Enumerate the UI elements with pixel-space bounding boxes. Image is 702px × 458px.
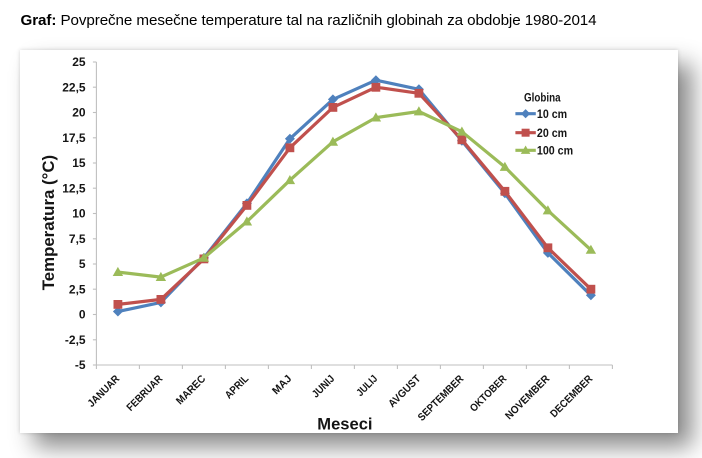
svg-text:APRIL: APRIL xyxy=(223,373,252,402)
svg-text:FEBRUAR: FEBRUAR xyxy=(124,373,165,414)
svg-text:SEPTEMBER: SEPTEMBER xyxy=(416,373,467,424)
svg-text:Globina: Globina xyxy=(524,93,561,105)
svg-text:JUNIJ: JUNIJ xyxy=(310,373,338,401)
svg-text:JANUAR: JANUAR xyxy=(85,373,122,410)
svg-text:AVGUST: AVGUST xyxy=(386,373,423,410)
svg-text:OKTOBER: OKTOBER xyxy=(468,373,510,415)
svg-text:Temperatura (°C): Temperatura (°C) xyxy=(39,155,58,290)
svg-text:25: 25 xyxy=(72,55,86,69)
svg-text:10 cm: 10 cm xyxy=(537,109,567,121)
svg-text:MAJ: MAJ xyxy=(270,373,294,397)
svg-text:100 cm: 100 cm xyxy=(537,146,573,158)
svg-text:MAREC: MAREC xyxy=(174,373,209,408)
svg-text:DECEMBER: DECEMBER xyxy=(548,373,595,420)
svg-text:17,5: 17,5 xyxy=(62,131,86,145)
svg-text:20 cm: 20 cm xyxy=(537,128,567,140)
svg-text:0: 0 xyxy=(79,308,86,322)
svg-text:-5: -5 xyxy=(75,358,86,372)
svg-text:Meseci: Meseci xyxy=(317,415,372,433)
svg-text:20: 20 xyxy=(72,106,86,120)
svg-text:JULIJ: JULIJ xyxy=(354,373,380,399)
svg-text:12,5: 12,5 xyxy=(62,181,86,195)
svg-text:5: 5 xyxy=(79,257,86,271)
svg-text:10: 10 xyxy=(72,207,86,221)
svg-text:22,5: 22,5 xyxy=(62,81,86,95)
svg-text:-2,5: -2,5 xyxy=(65,333,86,347)
svg-text:15: 15 xyxy=(72,156,86,170)
svg-text:NOVEMBER: NOVEMBER xyxy=(503,373,552,422)
svg-text:2,5: 2,5 xyxy=(69,282,86,296)
svg-text:7,5: 7,5 xyxy=(69,232,86,246)
